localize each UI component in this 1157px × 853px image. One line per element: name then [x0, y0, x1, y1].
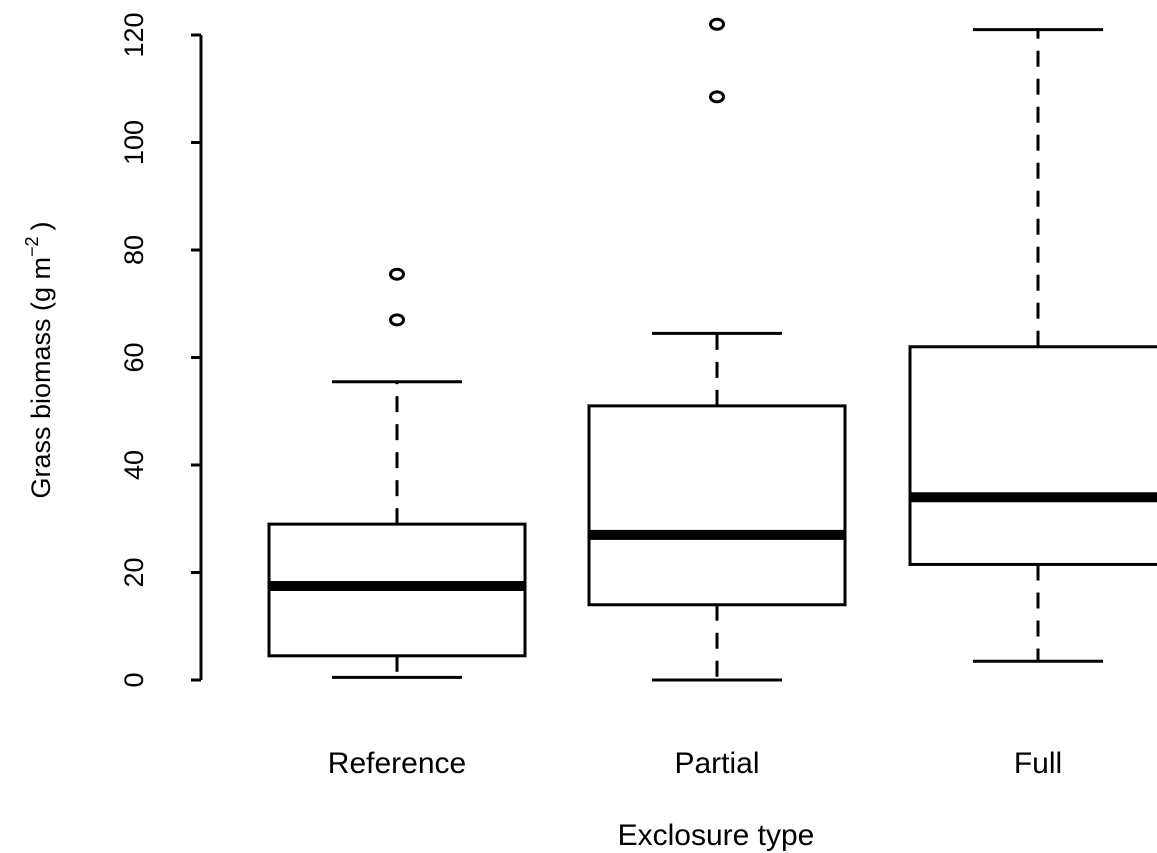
- y-tick-label: 120: [119, 12, 149, 57]
- y-tick-label: 80: [119, 235, 149, 265]
- y-tick-label: 0: [119, 672, 149, 687]
- outlier-point: [709, 17, 725, 31]
- y-axis-title-closing: ): [26, 221, 56, 230]
- outlier-point: [389, 313, 405, 327]
- y-axis-title: Grass biomass (g m−2): [22, 221, 56, 498]
- y-axis-title-main: Grass biomass (g m: [26, 257, 56, 499]
- y-axis-title-superscript: −2: [22, 236, 42, 257]
- outlier-point: [709, 90, 725, 104]
- x-tick-label: Full: [1014, 747, 1062, 780]
- box-series: [267, 17, 1157, 682]
- y-tick-label: 20: [119, 557, 149, 587]
- y-tick-label: 100: [119, 120, 149, 165]
- x-tick-labels: Reference Partial Full: [328, 747, 1062, 780]
- box-reference: [267, 267, 527, 679]
- box-full: [908, 28, 1157, 663]
- x-tick-label: Reference: [328, 747, 466, 780]
- y-axis: 0 20 40 60 80 100 120: [119, 12, 203, 688]
- outlier-point: [389, 267, 405, 281]
- iqr-box: [908, 345, 1157, 566]
- x-axis-title: Exclosure type: [618, 819, 815, 852]
- x-tick-label: Partial: [674, 747, 759, 780]
- y-tick-label: 40: [119, 450, 149, 480]
- y-tick-label: 60: [119, 342, 149, 372]
- iqr-box: [587, 404, 847, 607]
- box-partial: [587, 17, 847, 682]
